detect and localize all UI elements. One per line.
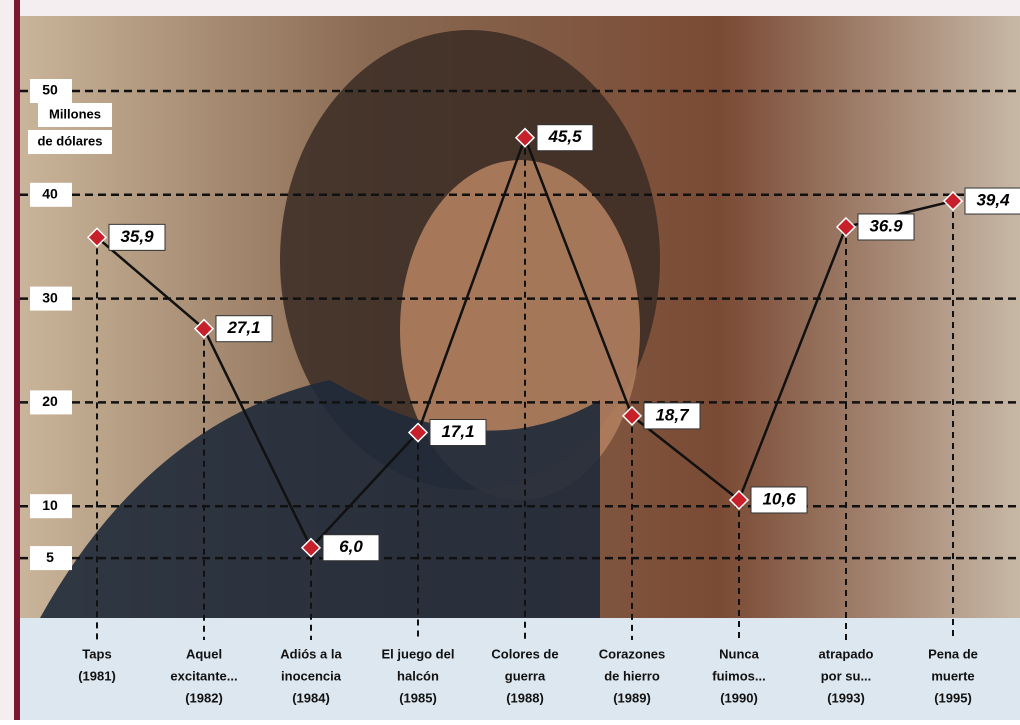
x-tick-label: (1989) bbox=[613, 690, 651, 705]
y-axis-label: de dólares bbox=[37, 133, 102, 148]
y-tick-label: 20 bbox=[42, 393, 58, 409]
x-tick-label: (1985) bbox=[399, 690, 437, 705]
y-tick-label: 40 bbox=[42, 186, 58, 202]
x-tick-label: atrapado bbox=[819, 646, 874, 661]
x-tick-label: (1981) bbox=[78, 668, 116, 683]
x-tick-label: Taps bbox=[82, 646, 111, 661]
y-tick-label: 30 bbox=[42, 289, 58, 305]
x-tick-label: Colores de bbox=[491, 646, 558, 661]
x-tick-label: por su... bbox=[821, 668, 872, 683]
chart: Millones de dólares 50 40 30 20 10 5 35,9 27,1 6… bbox=[0, 0, 1020, 720]
value-label: 17,1 bbox=[441, 422, 474, 441]
x-tick-label: inocencia bbox=[281, 668, 342, 683]
x-tick-label: Adiós a la bbox=[280, 646, 342, 661]
x-tick-label: (1993) bbox=[827, 690, 865, 705]
y-axis-label: Millones bbox=[49, 106, 101, 121]
value-label: 27,1 bbox=[226, 318, 260, 337]
x-tick-label: El juego del bbox=[382, 646, 455, 661]
x-tick-label: (1988) bbox=[506, 690, 544, 705]
value-label: 45,5 bbox=[547, 127, 582, 146]
y-tick-label: 5 bbox=[46, 549, 54, 565]
x-tick-label: (1995) bbox=[934, 690, 972, 705]
y-tick-label: 50 bbox=[42, 82, 58, 98]
x-tick-label: Aquel bbox=[186, 646, 222, 661]
x-tick-label: de hierro bbox=[604, 668, 660, 683]
x-tick-label: excitante... bbox=[170, 668, 237, 683]
y-tick-label: 10 bbox=[42, 497, 58, 513]
value-label: 6,0 bbox=[339, 537, 363, 556]
x-tick-label: guerra bbox=[505, 668, 546, 683]
x-tick-label: (1982) bbox=[185, 690, 223, 705]
x-tick-label: (1990) bbox=[720, 690, 758, 705]
value-label: 39,4 bbox=[976, 191, 1010, 210]
x-tick-label: (1984) bbox=[292, 690, 330, 705]
x-tick-label: fuimos... bbox=[712, 668, 765, 683]
x-tick-label: Corazones bbox=[599, 646, 665, 661]
left-border bbox=[14, 0, 20, 720]
value-label: 10,6 bbox=[762, 489, 796, 508]
x-tick-label: Nunca bbox=[719, 646, 760, 661]
x-tick-label: halcón bbox=[397, 668, 439, 683]
x-tick-label: muerte bbox=[931, 668, 974, 683]
value-label: 35,9 bbox=[120, 227, 154, 246]
value-label: 36.9 bbox=[869, 216, 903, 235]
value-label: 18,7 bbox=[655, 405, 690, 424]
x-tick-label: Pena de bbox=[928, 646, 978, 661]
